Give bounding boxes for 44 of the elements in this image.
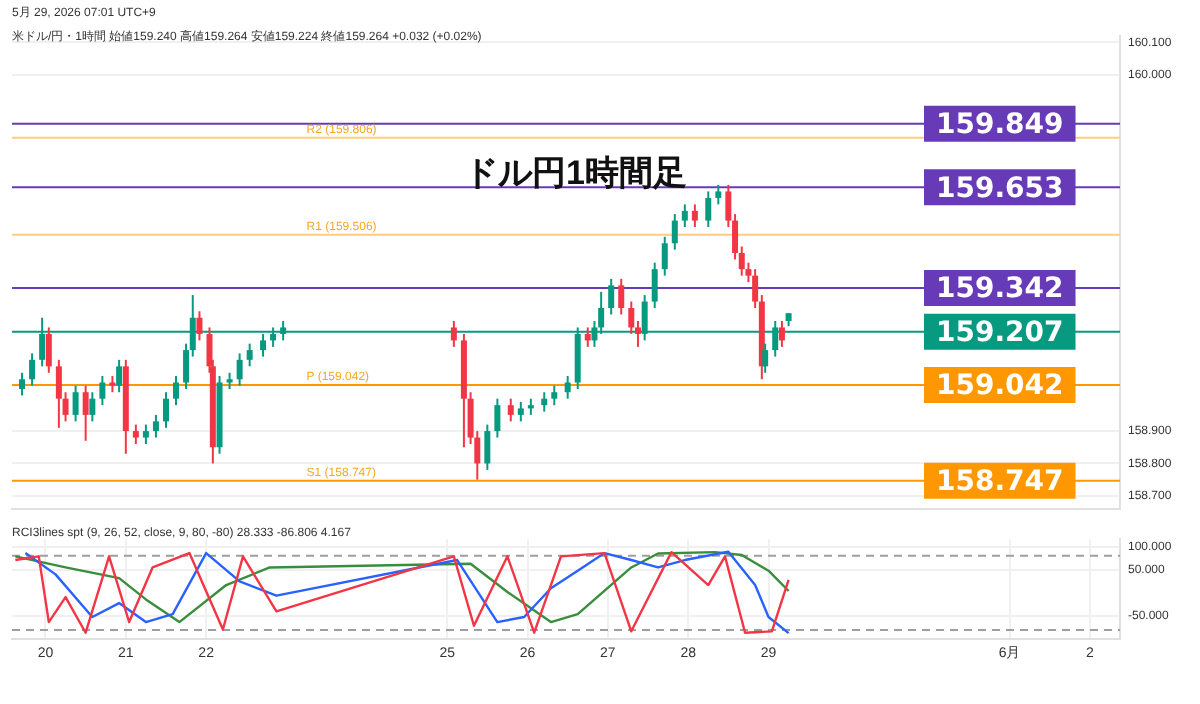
candlestick xyxy=(45,326,52,374)
candlestick xyxy=(564,375,571,400)
candlestick xyxy=(142,423,149,446)
candlestick xyxy=(705,190,712,229)
candlestick xyxy=(450,319,457,348)
candlestick xyxy=(132,423,139,446)
candlestick xyxy=(762,342,769,374)
text: ドル円1時間足 xyxy=(464,152,687,196)
candlestick xyxy=(715,183,722,206)
candlestick xyxy=(99,375,106,407)
ref-line-label: 159.342 xyxy=(936,273,1064,306)
candlestick xyxy=(661,235,668,277)
ref-line-label: 159.042 xyxy=(936,370,1064,403)
candlestick xyxy=(494,397,501,439)
candlestick xyxy=(778,319,785,348)
candlestick xyxy=(196,310,203,342)
candlestick xyxy=(29,352,36,387)
candlestick xyxy=(608,277,615,316)
candlestick xyxy=(162,391,169,429)
candlestick xyxy=(116,358,123,394)
candlestick xyxy=(152,413,159,439)
candlestick xyxy=(584,326,591,348)
candlestick xyxy=(236,352,243,387)
candlestick xyxy=(671,213,678,251)
candlestick xyxy=(541,391,548,413)
ref-line-label: 159.207 xyxy=(936,316,1064,349)
candlestick xyxy=(82,384,89,442)
candlestick xyxy=(681,203,688,229)
ref-line-label: 158.747 xyxy=(936,465,1064,498)
candlestick xyxy=(246,342,253,368)
candlestick xyxy=(651,261,658,310)
candlestick xyxy=(551,384,558,407)
ref-line-label: 159.849 xyxy=(936,109,1064,142)
ref-line-label: 159.653 xyxy=(936,172,1064,205)
candlestick xyxy=(89,391,96,423)
candlestick xyxy=(691,203,698,229)
candlestick xyxy=(484,423,491,471)
candlestick xyxy=(507,397,514,423)
candlestick xyxy=(173,375,180,407)
candlestick xyxy=(517,400,524,423)
candlestick xyxy=(72,384,79,423)
candlestick xyxy=(19,371,26,397)
candlestick xyxy=(55,358,62,429)
candlestick xyxy=(618,277,625,316)
